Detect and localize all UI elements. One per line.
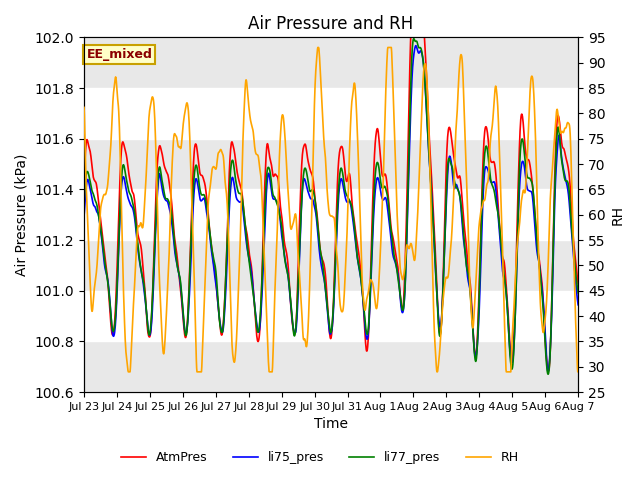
AtmPres (545, 368, 552, 373)
RH (408, 244, 416, 250)
li77_pres (80, 200, 88, 205)
Bar (84, 37, 578, 88)
li77_pres (190, 177, 198, 182)
Legend: AtmPres, li75_pres, li77_pres, RH: AtmPres, li75_pres, li77_pres, RH (116, 446, 524, 469)
li77_pres (472, 358, 480, 363)
Line: li75_pres: li75_pres (84, 46, 578, 372)
Line: AtmPres: AtmPres (84, 0, 578, 371)
AtmPres (190, 153, 198, 159)
Y-axis label: RH: RH (611, 205, 625, 225)
li75_pres (80, 213, 88, 219)
Text: EE_mixed: EE_mixed (86, 48, 152, 61)
li75_pres (472, 353, 480, 359)
li75_pres (574, 302, 582, 308)
li75_pres (408, 93, 415, 98)
li77_pres (545, 372, 552, 377)
li75_pres (245, 256, 253, 262)
Bar (84, 341, 578, 392)
AtmPres (80, 177, 88, 183)
AtmPres (516, 136, 524, 142)
Bar (84, 240, 578, 291)
RH (472, 270, 480, 276)
li75_pres (544, 369, 552, 374)
Line: li77_pres: li77_pres (84, 39, 578, 374)
AtmPres (245, 250, 253, 256)
RH (574, 369, 582, 375)
li75_pres (516, 181, 524, 187)
li77_pres (410, 36, 417, 42)
AtmPres (472, 351, 480, 357)
Y-axis label: Air Pressure (kPa): Air Pressure (kPa) (15, 154, 29, 276)
RH (80, 105, 88, 110)
li75_pres (178, 296, 186, 301)
RH (124, 369, 132, 375)
li75_pres (412, 43, 420, 48)
li77_pres (574, 290, 582, 296)
li77_pres (245, 258, 253, 264)
RH (314, 45, 322, 50)
RH (516, 215, 524, 221)
li75_pres (190, 192, 198, 197)
Title: Air Pressure and RH: Air Pressure and RH (248, 15, 413, 33)
RH (191, 276, 198, 282)
RH (246, 110, 253, 116)
li77_pres (516, 160, 524, 166)
RH (179, 132, 186, 138)
X-axis label: Time: Time (314, 418, 348, 432)
Line: RH: RH (84, 48, 578, 372)
AtmPres (178, 300, 186, 306)
AtmPres (574, 281, 582, 287)
Bar (84, 139, 578, 190)
li77_pres (408, 68, 415, 73)
AtmPres (408, 21, 415, 26)
li77_pres (178, 294, 186, 300)
